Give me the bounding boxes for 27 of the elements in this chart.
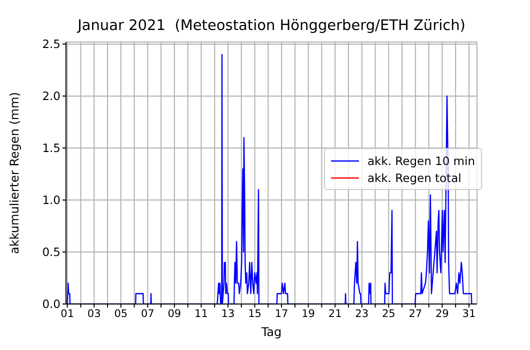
x-tick-label: 25 (382, 308, 396, 320)
x-axis-title: Tag (260, 325, 282, 339)
x-tick-label: 19 (302, 308, 316, 320)
y-tick-label: 1.5 (42, 141, 60, 156)
x-tick-label: 15 (248, 308, 262, 320)
x-tick-label: 07 (140, 308, 154, 320)
x-tick-label: 23 (355, 308, 369, 320)
y-axis-title: akkumulierter Regen (mm) (7, 92, 22, 254)
x-tick-label: 17 (274, 308, 288, 320)
y-tick-label: 2.5 (42, 37, 60, 52)
x-tick-label: 21 (328, 308, 342, 320)
x-tick-label: 05 (114, 308, 128, 320)
x-tick-label: 11 (194, 308, 208, 320)
chart-title: Januar 2021 (Meteostation Hönggerberg/ETH Zürich) (76, 18, 466, 34)
legend-label: akk. Regen total (367, 170, 462, 184)
x-tick-label: 03 (87, 308, 101, 320)
x-tick-label: 13 (221, 308, 235, 320)
y-tick-label: 2.0 (42, 89, 60, 104)
x-tick-label: 09 (168, 308, 182, 320)
y-tick-label: 0.0 (42, 297, 60, 312)
x-tick-label: 27 (408, 308, 422, 320)
x-tick-label: 31 (462, 308, 476, 320)
x-tick-label: 29 (436, 308, 449, 320)
y-tick-label: 0.5 (42, 245, 60, 260)
legend-label: akk. Regen 10 min (367, 154, 475, 168)
x-tick-label: 01 (60, 308, 74, 320)
y-tick-label: 1.0 (42, 193, 60, 208)
